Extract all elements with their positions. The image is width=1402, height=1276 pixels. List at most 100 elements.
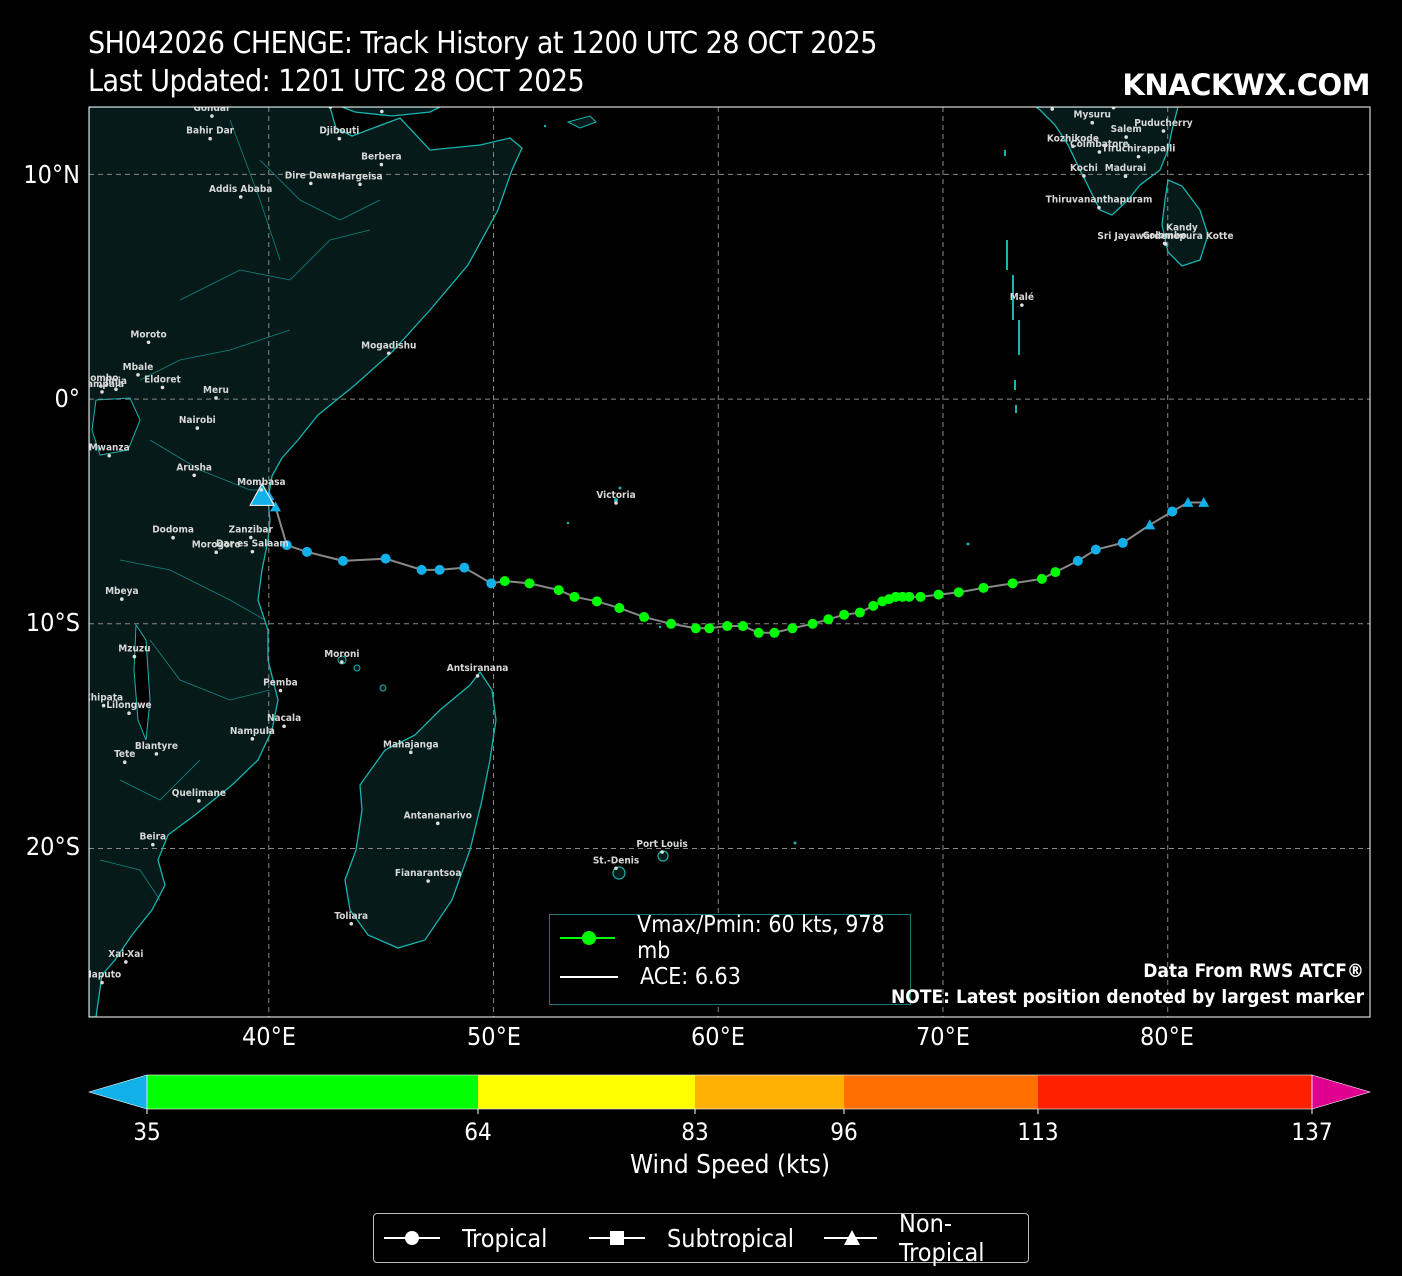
city-label: Mbeya <box>105 586 138 597</box>
track-marker-tropical <box>416 564 427 575</box>
track-marker-nontropical <box>1182 496 1194 507</box>
city-dot <box>309 181 313 186</box>
lon-label-50e: 50°E <box>466 1022 522 1051</box>
city-dot <box>114 387 118 392</box>
square-marker-icon <box>589 1231 645 1245</box>
city-label: Djibouti <box>319 126 359 137</box>
city-dot <box>99 384 103 388</box>
track-marker-tropical <box>337 555 348 566</box>
track-marker-tropical <box>737 621 748 632</box>
city-label: Aden <box>369 98 395 109</box>
city-label: Antsiranana <box>447 663 509 674</box>
city-dot <box>154 752 159 756</box>
city-label: Xai-Xai <box>108 949 143 960</box>
madagascar <box>344 670 497 949</box>
track-marker-tropical <box>1117 537 1128 548</box>
africa-landmass <box>89 107 523 1017</box>
track-marker-tropical <box>704 623 715 634</box>
track-marker-tropical <box>569 591 580 602</box>
city-dot <box>1071 144 1075 149</box>
city-label: Dodoma <box>152 525 194 536</box>
city-label: Chennai <box>1153 92 1194 103</box>
track-marker-nontropical <box>1198 496 1210 507</box>
track-marker-tropical <box>868 600 879 611</box>
city-dot <box>1161 129 1166 133</box>
track-marker-tropical <box>301 546 312 557</box>
key-subtropical: Subtropical <box>589 1214 794 1262</box>
city-dot <box>250 549 255 554</box>
city-label: Gondar <box>193 103 230 114</box>
city-dot <box>614 501 618 505</box>
city-label: Hargeisa <box>337 171 382 182</box>
track-marker-tropical <box>915 591 926 602</box>
city-label: Chipata <box>84 693 123 704</box>
city-dot <box>1090 120 1095 125</box>
track-marker-tropical <box>877 596 888 607</box>
colorbar-tick-35: 35 <box>133 1118 161 1146</box>
city-dot <box>1097 205 1101 210</box>
city-label: Bombo <box>83 373 118 384</box>
track-marker-tropical <box>591 596 602 607</box>
key-nontropical-label: Non-Tropical <box>899 1209 985 1267</box>
city-dot <box>475 674 480 678</box>
city-label: Mzuzu <box>118 644 150 655</box>
lon-label-80e: 80°E <box>1139 1022 1195 1051</box>
city-labels: Gondar Assab Aden Bahir Dar Djibouti Berbera A… <box>80 92 1234 985</box>
city-label: Bengaluru <box>1087 95 1139 106</box>
track-marker-tropical <box>690 623 701 634</box>
city-dot <box>282 724 286 729</box>
city-dot <box>426 879 430 883</box>
city-dot <box>614 866 618 871</box>
colorbar-frame <box>146 1074 1313 1110</box>
city-dot <box>214 396 218 400</box>
plot-frame <box>88 106 1371 1018</box>
city-label: Malé <box>1010 291 1034 303</box>
track-marker-tropical <box>281 540 292 551</box>
colorbar-label: Wind Speed (kts) <box>629 1150 831 1180</box>
city-dot <box>358 182 362 187</box>
green-dot-line-icon <box>560 931 616 945</box>
city-dot <box>132 654 137 659</box>
city-label: Tete <box>114 749 135 760</box>
lat-label-10n: 10°N <box>23 160 80 189</box>
city-label: Moroni <box>324 649 359 660</box>
city-label: Pemba <box>263 678 298 689</box>
city-dot <box>214 550 219 555</box>
city-label: Colombo <box>1143 230 1187 241</box>
city-label: Victoria <box>596 490 635 501</box>
city-label: Addis Ababa <box>209 184 272 195</box>
india-landmass <box>1034 107 1179 216</box>
land-layer: Gondar Assab Aden Bahir Dar Djibouti Berbera A… <box>80 92 1370 1017</box>
city-dot <box>1111 107 1116 110</box>
city-label: Port Louis <box>636 839 687 850</box>
track-marker-tropical <box>666 618 677 629</box>
city-dot <box>124 960 128 964</box>
key-nontropical: Non-Tropical <box>824 1209 1028 1267</box>
circle-marker-icon <box>384 1231 440 1245</box>
city-dot <box>1124 135 1128 139</box>
city-label: Salem <box>1111 124 1142 135</box>
city-label: Kampala <box>80 379 124 390</box>
vmax-label: Vmax/Pmin: 60 kts, 978 mb <box>637 912 885 964</box>
city-dot <box>249 535 253 540</box>
track-marker-tropical <box>823 614 834 625</box>
city-dot <box>1082 174 1086 178</box>
track-marker-tropical <box>1167 506 1178 517</box>
city-label: Eldoret <box>144 374 181 385</box>
track-marker-tropical <box>953 587 964 598</box>
city-dot <box>409 750 413 755</box>
city-dot <box>278 688 283 693</box>
socotra <box>566 115 597 129</box>
storm-type-key: Tropical Subtropical Non-Tropical <box>373 1209 1029 1267</box>
city-label: Mangaluru <box>1025 96 1079 107</box>
city-dot <box>386 351 391 356</box>
track-marker-tropical <box>933 589 944 600</box>
city-label: Kochi <box>1070 163 1098 174</box>
city-dot <box>1136 154 1141 159</box>
colorbar-tick-64: 64 <box>464 1118 492 1146</box>
track-marker-tropical <box>553 585 564 596</box>
track-marker-tropical <box>524 578 535 589</box>
city-label: Mwanza <box>89 443 130 454</box>
track-marker-tropical <box>1072 555 1083 566</box>
